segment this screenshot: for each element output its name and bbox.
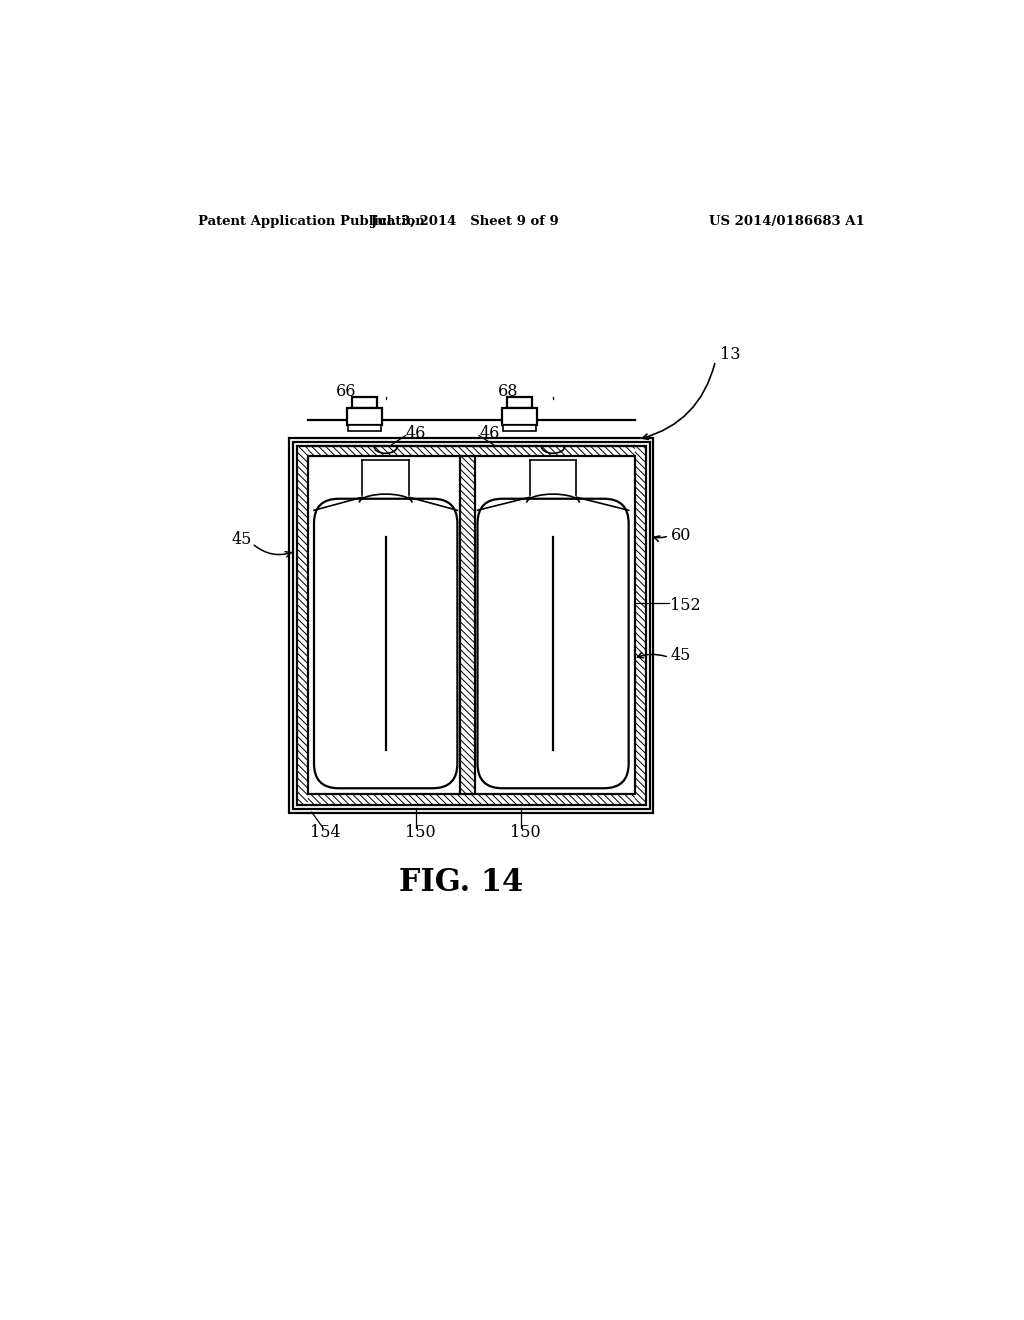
Text: Patent Application Publication: Patent Application Publication xyxy=(198,215,425,228)
Text: 150: 150 xyxy=(406,824,436,841)
Bar xyxy=(346,408,382,425)
Text: 154: 154 xyxy=(310,824,341,841)
Bar xyxy=(348,425,381,430)
Text: 46: 46 xyxy=(406,425,426,442)
FancyBboxPatch shape xyxy=(314,499,458,788)
Bar xyxy=(507,397,531,408)
Text: FIG. 14: FIG. 14 xyxy=(399,867,523,898)
Text: US 2014/0186683 A1: US 2014/0186683 A1 xyxy=(710,215,865,228)
Bar xyxy=(352,397,377,408)
Text: 62: 62 xyxy=(386,623,407,640)
Text: Jul. 3, 2014   Sheet 9 of 9: Jul. 3, 2014 Sheet 9 of 9 xyxy=(372,215,559,228)
Bar xyxy=(297,446,646,805)
Text: 152: 152 xyxy=(671,597,701,614)
Text: 150: 150 xyxy=(510,824,541,841)
Text: 60: 60 xyxy=(671,527,691,544)
Text: 68: 68 xyxy=(498,383,518,400)
Bar xyxy=(502,408,538,425)
Bar xyxy=(503,425,536,430)
FancyBboxPatch shape xyxy=(477,499,629,788)
Bar xyxy=(308,457,635,795)
Text: 13: 13 xyxy=(720,346,740,363)
Text: 46: 46 xyxy=(479,425,500,442)
Text: 66: 66 xyxy=(336,383,356,400)
Bar xyxy=(289,438,653,813)
Bar xyxy=(293,442,649,809)
Text: 45: 45 xyxy=(231,531,252,548)
Text: 45: 45 xyxy=(671,647,691,664)
